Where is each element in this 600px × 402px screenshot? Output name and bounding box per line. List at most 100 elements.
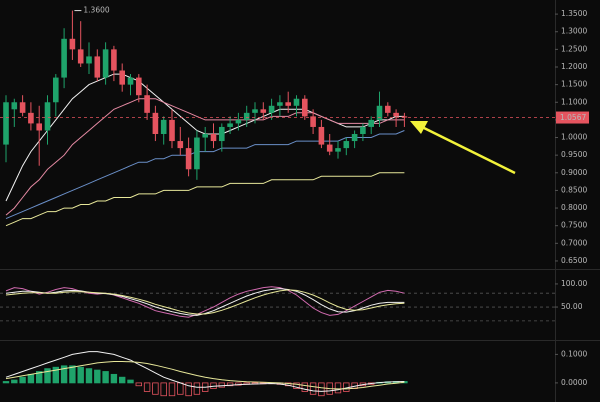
y-tick-label: 0.8000 [561,203,587,212]
candle-body [44,102,51,131]
y-tick-label: 1.3500 [561,9,587,18]
y-tick-label: 0.8500 [561,185,587,194]
candle-body [11,102,18,110]
candle-body [219,126,225,142]
candle-body [401,116,408,118]
histogram-bar [69,365,76,384]
y-tick-label: 0.6500 [561,256,587,265]
histogram-bar [309,382,317,395]
histogram-bar [11,379,18,384]
y-tick-label: 1.1500 [561,80,587,89]
candle-body [169,119,175,142]
candle-body [194,137,200,170]
candle-body [210,134,217,142]
histogram-bar [52,366,59,384]
histogram-bar [301,382,308,392]
candle-body [310,116,316,127]
histogram-bar [102,371,109,384]
histogram-bar [226,382,234,387]
histogram-bar [2,381,10,384]
histogram-bar [77,366,84,384]
y-tick-label: 0.7000 [561,238,587,247]
candle-body [268,105,275,113]
candle-body [326,144,333,152]
y-tick-label: 100.00 [561,279,587,288]
candle-body [136,77,142,96]
y-tick-label: 0.9000 [561,168,587,177]
candle-body [177,141,184,149]
candle-body [77,49,84,64]
candle-body [144,95,150,113]
indicator-line [5,289,405,315]
histogram-bar [185,382,192,397]
histogram-bar [334,382,342,394]
histogram-bar [119,376,126,384]
candle-body [94,56,101,78]
y-tick-label: 1.0000 [561,133,587,142]
candle-body [3,102,9,145]
candle-body [368,119,374,127]
candle-body [351,134,358,142]
histogram-bar [293,382,300,389]
histogram-bar [143,382,151,392]
y-tick-label: 1.1000 [561,97,587,106]
y-tick-label: 1.2000 [561,62,587,71]
histogram-bar [127,379,134,384]
histogram-bar [94,369,101,384]
candle-body [86,56,92,64]
candle-body [285,102,291,106]
candle-body [19,102,26,113]
candle-body [185,148,192,170]
histogram-bar [36,371,43,384]
candle-body [36,123,42,131]
candle-body [152,112,159,134]
arrow-shaft [421,125,516,175]
indicator-line [5,172,405,227]
candle-body [243,112,250,120]
candle-body [360,126,366,134]
histogram-bar [193,382,201,395]
candle-body [102,49,109,78]
candle-body [53,77,59,103]
indicator-line [5,286,405,318]
candle-body [111,49,117,71]
indicator-line [5,351,405,392]
y-tick-label: 0.0000 [561,378,587,387]
candle-body [69,38,76,50]
histogram-bar [85,368,93,384]
y-tick-label: 50.00 [561,302,583,311]
max-label: 1.3600 [83,6,109,15]
histogram-bar [60,365,68,384]
candle-body [376,105,383,120]
candle-body [318,126,325,145]
y-tick-label: 0.9500 [561,150,587,159]
candle-body [293,98,300,106]
candle-body [302,98,308,117]
histogram-bar [19,376,26,384]
candle-body [385,105,391,113]
histogram-bar [160,382,167,397]
candle-body [252,109,258,113]
last-price-box [556,111,589,124]
y-tick-label: 0.1000 [561,349,587,358]
histogram-bar [152,382,159,395]
y-tick-label: 0.7500 [561,221,587,230]
candle-body [127,77,134,85]
y-tick-label: 1.3000 [561,27,587,36]
indicator-line [5,361,405,390]
candle-body [160,119,167,134]
candle-body [227,123,233,127]
candle-body [235,119,242,124]
last-price-label: 1.0567 [560,113,586,122]
candle-body [260,109,267,113]
candle-body [393,112,399,117]
histogram-bar [218,382,225,388]
candle-body [277,102,283,106]
histogram-bar [110,373,118,384]
histogram-bar [27,373,35,384]
yellow-arrow [410,121,516,175]
histogram-bar [135,382,142,387]
histogram-bar [168,382,176,397]
